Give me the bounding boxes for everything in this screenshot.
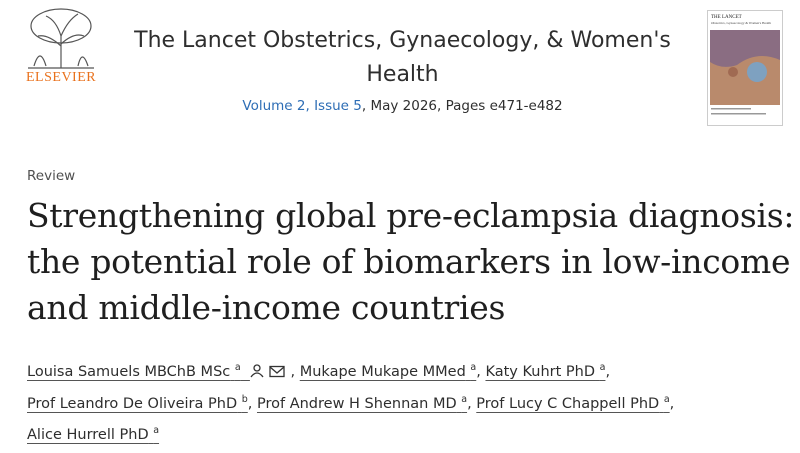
author-item: Prof Lucy C Chappell PhD a, bbox=[476, 393, 675, 412]
separator: , bbox=[467, 395, 472, 412]
cover-subtitle: Obstetrics, Gynaecology & Women's Health bbox=[711, 21, 771, 26]
separator: , bbox=[669, 395, 675, 412]
article-title: Strengthening global pre-eclampsia diagn… bbox=[27, 196, 795, 327]
publisher-name: ELSEVIER bbox=[26, 70, 97, 85]
author-link[interactable]: Prof Leandro De Oliveira PhD b bbox=[27, 393, 248, 412]
author-name: Mukape Mukape MMed bbox=[299, 363, 466, 380]
author-item: Alice Hurrell PhD a bbox=[27, 425, 160, 444]
volume-line: Volume 2, Issue 5, May 2026, Pages e471-… bbox=[110, 98, 695, 114]
author-link[interactable]: Alice Hurrell PhD a bbox=[27, 425, 160, 444]
cover-art bbox=[710, 30, 780, 67]
author-name: Prof Lucy C Chappell PhD bbox=[476, 395, 660, 412]
author-item: Prof Andrew H Shennan MD a, bbox=[256, 393, 472, 412]
author-link[interactable]: Louisa Samuels MBChB MSc a bbox=[27, 362, 286, 380]
author-item: Prof Leandro De Oliveira PhD b, bbox=[27, 393, 253, 412]
separator: , bbox=[290, 363, 296, 380]
affiliation-marker: b bbox=[241, 393, 248, 405]
affiliation-marker: a bbox=[461, 393, 468, 405]
cover-art bbox=[728, 67, 738, 77]
author-name: Alice Hurrell PhD bbox=[27, 427, 149, 444]
author-link[interactable]: Prof Andrew H Shennan MD a bbox=[256, 393, 468, 412]
author-name: Louisa Samuels MBChB MSc bbox=[27, 363, 231, 380]
author-item: Louisa Samuels MBChB MSc a , bbox=[27, 362, 296, 380]
author-name: Prof Andrew H Shennan MD bbox=[256, 395, 457, 412]
author-link[interactable]: Mukape Mukape MMed a bbox=[299, 362, 477, 380]
volume-issue-link[interactable]: Volume 2, Issue 5 bbox=[242, 98, 362, 114]
affiliation-marker: a bbox=[599, 362, 606, 373]
separator: , bbox=[605, 363, 611, 380]
separator: , bbox=[247, 395, 253, 412]
cover-text-line bbox=[711, 108, 751, 110]
affiliation-marker: a bbox=[234, 362, 241, 373]
cover-title: THE LANCET bbox=[711, 15, 742, 20]
cover-text-line bbox=[711, 113, 766, 115]
author-link[interactable]: Katy Kuhrt PhD a bbox=[485, 362, 606, 380]
author-name: Katy Kuhrt PhD bbox=[485, 363, 596, 380]
author-item: Mukape Mukape MMed a, bbox=[299, 362, 481, 380]
author-item: Katy Kuhrt PhD a, bbox=[485, 362, 611, 380]
author-name: Prof Leandro De Oliveira PhD bbox=[27, 395, 238, 412]
affiliation-marker: a bbox=[470, 362, 477, 373]
elsevier-logo bbox=[28, 8, 94, 69]
affiliation-marker: a bbox=[663, 393, 670, 405]
date-pages: , May 2026, Pages e471-e482 bbox=[361, 98, 563, 114]
cover-art bbox=[747, 62, 767, 82]
author-icons[interactable] bbox=[250, 364, 286, 378]
author-link[interactable]: Prof Lucy C Chappell PhD a bbox=[476, 393, 670, 412]
journal-title[interactable]: The Lancet Obstetrics, Gynaecology, & Wo… bbox=[134, 28, 671, 87]
article-type: Review bbox=[27, 168, 76, 184]
author-list: Louisa Samuels MBChB MSc a , Mukape Muka… bbox=[27, 354, 762, 449]
separator: , bbox=[476, 363, 481, 380]
journal-cover[interactable]: THE LANCET Obstetrics, Gynaecology & Wom… bbox=[707, 10, 783, 126]
affiliation-marker: a bbox=[153, 425, 160, 437]
